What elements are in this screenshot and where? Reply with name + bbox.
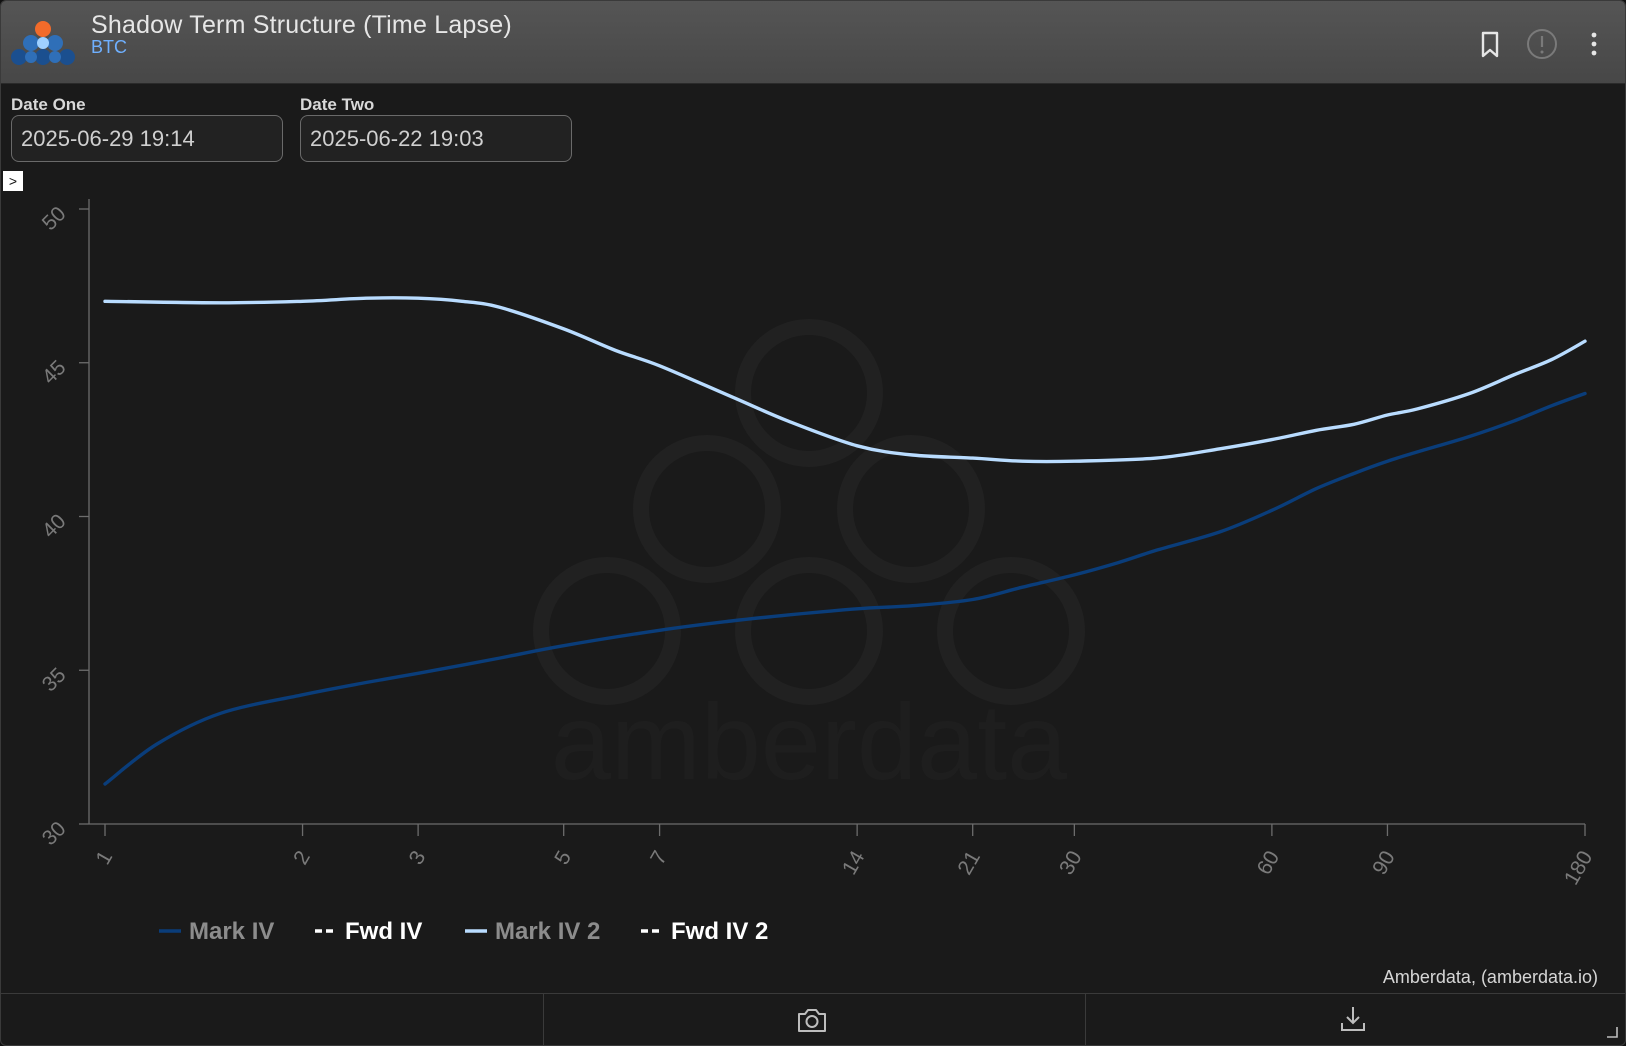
source-credit: Amberdata, (amberdata.io)	[1382, 967, 1598, 987]
y-tick-label: 40	[38, 510, 71, 543]
screenshot-button[interactable]	[544, 994, 1085, 1045]
y-tick-label: 45	[38, 356, 71, 389]
y-tick-label: 50	[38, 202, 71, 235]
series-line-mark-iv	[103, 391, 1587, 786]
widget-title: Shadow Term Structure (Time Lapse)	[91, 11, 512, 39]
x-tick-label: 60	[1253, 847, 1285, 879]
legend-item-mark-iv-2[interactable]: Mark IV 2	[465, 918, 600, 945]
x-tick-label: 1	[92, 847, 118, 869]
widget-header: Shadow Term Structure (Time Lapse) BTC	[1, 1, 1625, 84]
x-tick-label: 2	[289, 847, 315, 869]
amberdata-logo	[11, 21, 75, 65]
x-tick-label: 7	[646, 847, 672, 869]
date-one-input[interactable]	[11, 115, 283, 162]
widget-footer	[1, 993, 1625, 1045]
x-tick-label: 14	[838, 847, 870, 879]
watermark-text: amberdata	[551, 681, 1068, 802]
date-two-label: Date Two	[300, 95, 375, 114]
y-tick-label: 35	[38, 664, 71, 697]
asset-label: BTC	[91, 37, 127, 57]
legend-label: Fwd IV	[345, 918, 422, 945]
legend-label: Mark IV	[189, 918, 274, 945]
x-tick-label: 180	[1560, 847, 1597, 889]
date-one-label: Date One	[11, 95, 86, 114]
x-tick-label: 30	[1055, 847, 1087, 879]
camera-icon	[798, 1009, 826, 1032]
x-tick-label: 5	[550, 847, 576, 869]
expand-toggle-button[interactable]: >	[3, 171, 23, 191]
date-two-input[interactable]	[300, 115, 572, 162]
legend-label: Fwd IV 2	[671, 918, 768, 945]
y-tick-label: 30	[38, 817, 71, 850]
bookmark-icon[interactable]	[1473, 27, 1507, 61]
legend-item-mark-iv[interactable]: Mark IV	[159, 918, 274, 945]
more-vert-icon[interactable]	[1577, 27, 1611, 61]
download-icon	[1341, 1007, 1365, 1031]
info-icon[interactable]	[1525, 27, 1559, 61]
x-tick-label: 3	[405, 847, 431, 869]
download-button[interactable]	[1086, 994, 1625, 1045]
series-line-mark-iv-2	[103, 296, 1587, 464]
x-tick-label: 90	[1368, 847, 1400, 879]
legend-item-fwd-iv-2[interactable]: Fwd IV 2	[641, 918, 768, 945]
legend-item-fwd-iv[interactable]: Fwd IV	[315, 918, 422, 945]
x-tick-label: 21	[953, 847, 985, 879]
legend-label: Mark IV 2	[495, 918, 600, 945]
resize-handle-icon[interactable]	[1605, 1025, 1619, 1039]
amberdata-watermark: amberdata	[533, 319, 1085, 802]
